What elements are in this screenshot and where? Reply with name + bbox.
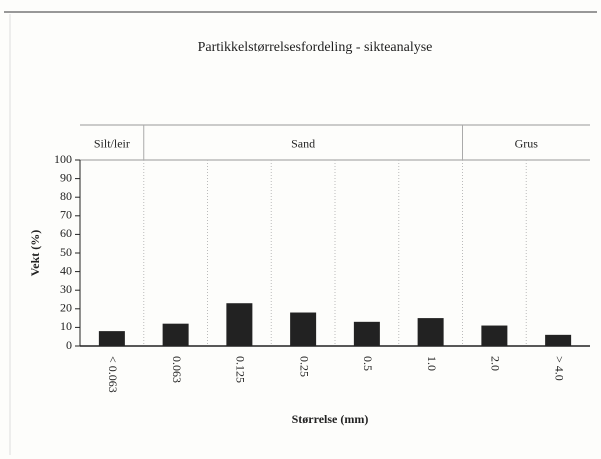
y-tick-label: 40 — [60, 263, 72, 277]
y-tick-label: 80 — [60, 189, 72, 203]
y-tick-label: 20 — [60, 301, 72, 315]
y-tick-label: 90 — [60, 170, 72, 184]
y-tick-label: 50 — [60, 245, 72, 259]
x-tick-label: 0.25 — [297, 356, 311, 377]
x-tick-label: > 4.0 — [552, 356, 566, 381]
bar — [481, 325, 508, 346]
group-label: Grus — [515, 136, 539, 150]
y-tick-label: 10 — [60, 319, 72, 333]
x-tick-label: 0.125 — [234, 356, 248, 383]
chart-title: Partikkelstørrelsesfordeling - sikteanal… — [198, 40, 433, 55]
x-tick-label: < 0.063 — [106, 356, 120, 393]
bar — [162, 323, 189, 346]
y-tick-label: 70 — [60, 208, 72, 222]
bar — [417, 318, 444, 346]
y-tick-label: 0 — [66, 338, 72, 352]
group-label: Silt/leir — [94, 136, 130, 150]
bar — [290, 312, 317, 346]
x-tick-label: 1.0 — [425, 356, 439, 371]
x-axis-label: Størrelse (mm) — [292, 412, 369, 426]
y-tick-label: 100 — [54, 152, 72, 166]
x-tick-label: 2.0 — [489, 356, 503, 371]
bar — [545, 334, 572, 346]
x-tick-label: 0.063 — [170, 356, 184, 383]
y-tick-label: 30 — [60, 282, 72, 296]
group-label: Sand — [291, 136, 315, 150]
y-tick-label: 60 — [60, 226, 72, 240]
bar — [353, 321, 380, 346]
y-axis-label: Vekt (%) — [28, 230, 42, 277]
x-tick-label: 0.5 — [361, 356, 375, 371]
bar — [226, 303, 253, 346]
bar — [98, 331, 125, 346]
